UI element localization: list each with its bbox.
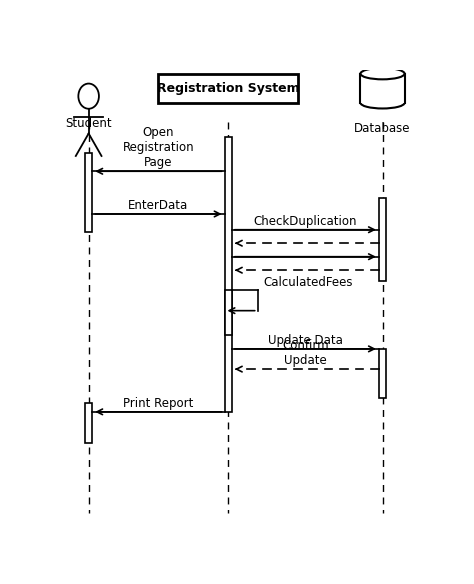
- Bar: [360, 74, 405, 103]
- Ellipse shape: [360, 97, 405, 109]
- Bar: [85, 403, 92, 443]
- Text: CalculatedFees: CalculatedFees: [263, 276, 353, 288]
- Bar: [379, 198, 386, 281]
- Text: Open
Registration
Page: Open Registration Page: [123, 126, 194, 169]
- Text: Student: Student: [65, 117, 112, 130]
- Bar: [85, 153, 92, 232]
- Bar: [158, 74, 298, 103]
- Bar: [225, 137, 232, 412]
- Text: Update Data: Update Data: [268, 334, 343, 347]
- Text: EnterData: EnterData: [128, 199, 189, 212]
- Ellipse shape: [360, 68, 405, 79]
- Bar: [379, 349, 386, 398]
- Text: Registration System: Registration System: [157, 82, 300, 95]
- Text: Confirm
Update: Confirm Update: [282, 339, 328, 367]
- Text: CheckDuplication: CheckDuplication: [254, 215, 357, 228]
- Text: Print Report: Print Report: [123, 397, 193, 410]
- Text: Database: Database: [354, 122, 411, 135]
- Bar: [225, 290, 232, 335]
